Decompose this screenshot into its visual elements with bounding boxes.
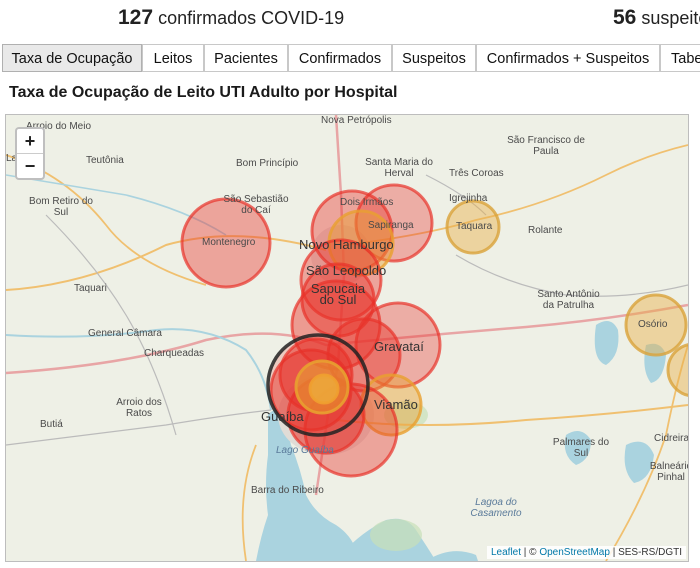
map-base-layer [6, 115, 688, 561]
hospital-marker-montenegro [180, 197, 272, 289]
place-label: Balneário Pinhal [649, 461, 689, 483]
place-label: Santa Maria do Herval [365, 157, 433, 179]
zoom-out-button[interactable]: − [24, 156, 36, 176]
road-south [241, 444, 257, 561]
place-label: Teutônia [86, 155, 124, 166]
road-misc-1 [6, 409, 272, 446]
coastal-lagoon-3 [564, 431, 591, 465]
road-west [6, 235, 327, 291]
confirmed-label: confirmados COVID-19 [158, 8, 345, 28]
place-label: Sapucaia do Sul [310, 281, 366, 307]
place-label: Três Coroas [449, 168, 504, 179]
place-label: Santo Antônio da Patrulha [537, 289, 600, 311]
zoom-control: + − [15, 127, 45, 180]
place-label: Montenegro [202, 237, 256, 248]
hospital-marker-sapiranga [354, 183, 434, 263]
place-label: Viamão [374, 397, 418, 412]
road-rs040 [335, 404, 688, 426]
place-label: Sapiranga [368, 220, 414, 231]
place-label: Gravataí [374, 339, 424, 354]
place-label: Lago Guaíba [276, 445, 334, 456]
lagoa-lower [426, 551, 478, 561]
tab-taxa-ocupacao[interactable]: Taxa de Ocupação [2, 44, 142, 72]
place-label: São Leopoldo [306, 263, 387, 278]
park-area-2 [370, 519, 422, 551]
attribution-source: | SES-RS/DGTI [609, 547, 682, 558]
place-label: Bom Retiro do Sul [29, 196, 93, 218]
place-label: Charqueadas [144, 348, 205, 359]
tab-confirmados[interactable]: Confirmados [288, 44, 392, 72]
tab-tabela[interactable]: Tabe [660, 44, 700, 72]
place-label: Arroio dos Ratos [116, 397, 162, 419]
road-east [345, 144, 688, 246]
place-label: Osório [638, 319, 668, 330]
map-attribution: Leaflet | © OpenStreetMap | SES-RS/DGTI [486, 546, 686, 559]
confirmed-count: 127 [118, 6, 154, 29]
place-label: São Francisco de Paula [507, 135, 585, 157]
coastal-lagoon-4 [624, 441, 654, 483]
lake-guaiba [256, 410, 364, 561]
place-label: Bom Princípio [236, 158, 299, 169]
suspected-label: suspeito [641, 8, 700, 28]
place-label: Taquara [456, 221, 493, 232]
place-label: Guaíba [261, 409, 304, 424]
road-coast [605, 344, 688, 561]
suspected-stat: 56 suspeito [613, 6, 700, 30]
rivers [6, 328, 272, 411]
place-label: General Câmara [88, 328, 162, 339]
river-2 [6, 174, 227, 236]
tab-confirmados-suspeitos[interactable]: Confirmados + Suspeitos [476, 44, 660, 72]
road-misc-4 [425, 174, 487, 216]
zoom-in-button[interactable]: + [17, 129, 43, 154]
hospital-markers [180, 183, 688, 478]
hospital-marker-taquara [445, 199, 501, 255]
place-label: Dois Irmãos [340, 197, 394, 208]
place-label: Igrejinha [449, 193, 488, 204]
place-label: Novo Hamburgo [299, 237, 394, 252]
tab-bar: Taxa de Ocupação Leitos Pacientes Confir… [2, 44, 700, 74]
place-label: Barra do Ribeiro [251, 485, 324, 496]
hospital-marker-tramandai [666, 343, 688, 397]
place-label: Nova Petrópolis [321, 115, 392, 126]
openstreetmap-link[interactable]: OpenStreetMap [539, 547, 610, 558]
place-label: Rolante [528, 225, 563, 236]
place-label: Butiá [40, 419, 63, 430]
hospital-marker-osorio [624, 293, 688, 357]
coastal-lagoon-1 [594, 321, 619, 365]
place-label: Cidreira [654, 433, 689, 444]
tab-leitos[interactable]: Leitos [142, 44, 204, 72]
place-label: Arroio do Meio [26, 121, 92, 132]
leaflet-link[interactable]: Leaflet [490, 547, 522, 558]
hospital-marker-poa-7 [308, 373, 340, 405]
attribution-separator: | © [521, 547, 540, 558]
confirmed-stat: 127 confirmados COVID-19 [118, 6, 344, 30]
road-misc-3 [455, 254, 688, 297]
place-label: São Sebastião do Caí [223, 194, 289, 216]
road-misc-2 [45, 214, 177, 436]
place-label: Palmares do Sul [552, 437, 610, 459]
place-label: Lagoa do Casamento [470, 497, 522, 519]
tab-pacientes[interactable]: Pacientes [204, 44, 288, 72]
suspected-count: 56 [613, 6, 637, 29]
tab-suspeitos[interactable]: Suspeitos [392, 44, 476, 72]
section-title: Taxa de Ocupação de Leito UTI Adulto por… [9, 84, 398, 101]
summary-stats: 127 confirmados COVID-19 56 suspeito [0, 0, 700, 40]
place-label: Taquari [74, 283, 107, 294]
occupancy-map[interactable]: Arroio do Meio Lajeado Teutônia Nova Pet… [5, 114, 689, 562]
